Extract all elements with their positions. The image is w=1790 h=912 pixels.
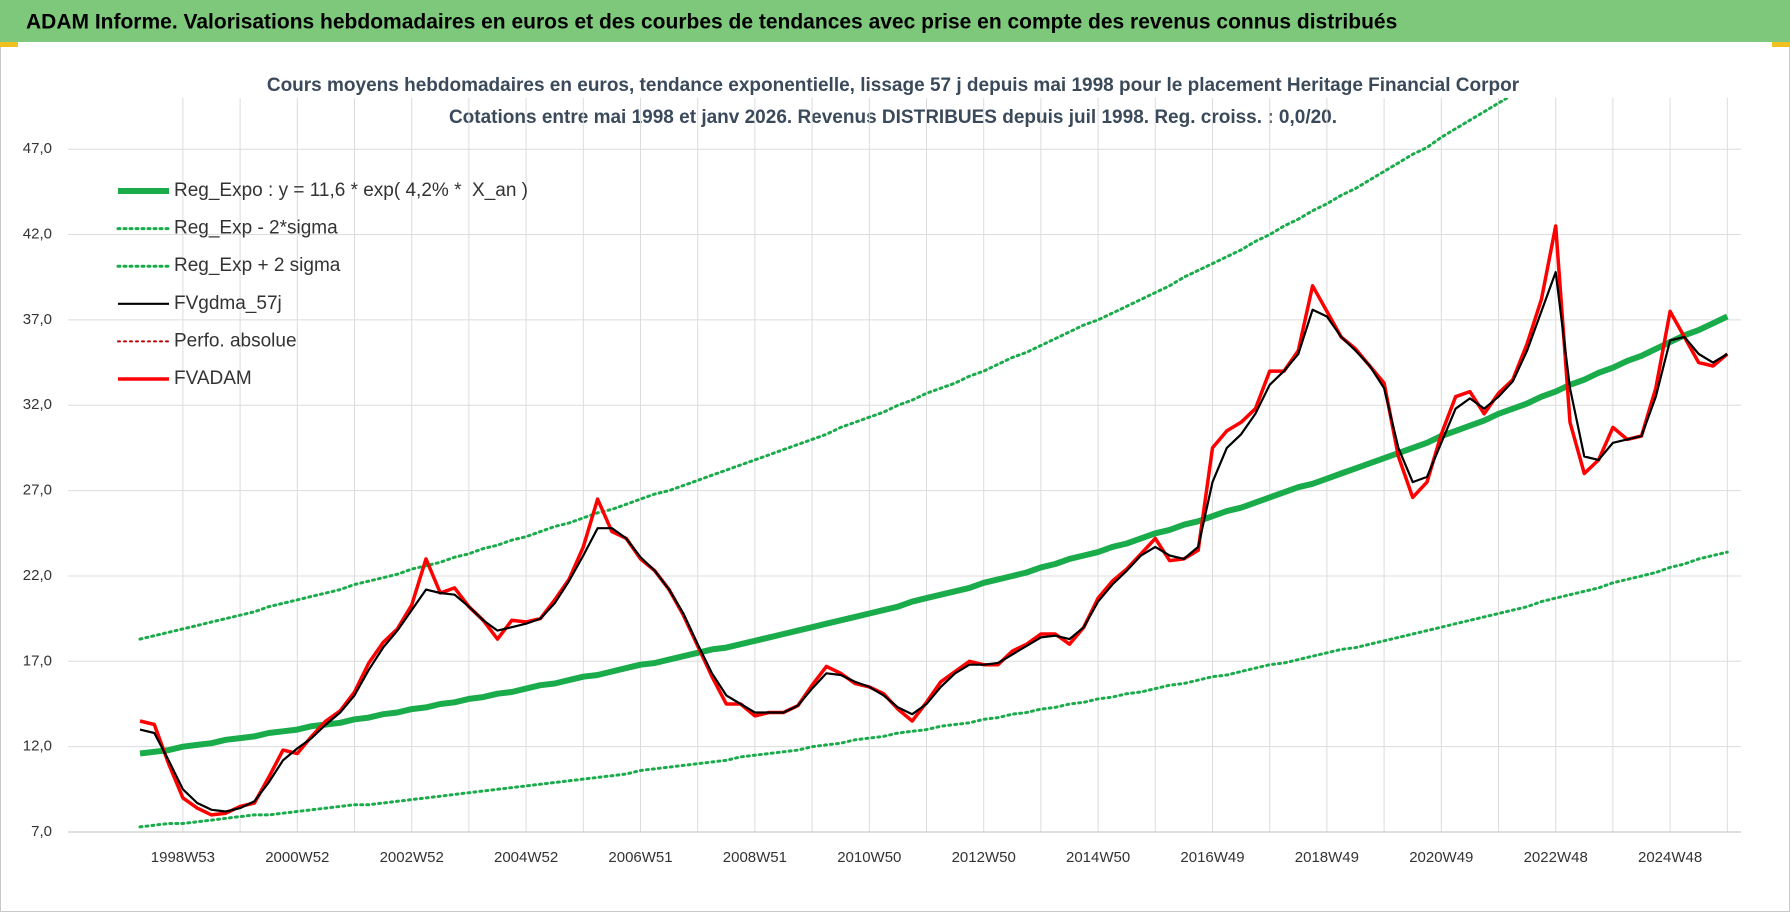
x-tick-label: 2018W49 [1295, 849, 1359, 866]
chart-subtitle: Cotations entre mai 1998 et janv 2026. R… [449, 107, 1337, 128]
y-tick-label: 42,0 [23, 226, 52, 243]
plot [138, 98, 1729, 829]
series-line [138, 550, 1729, 829]
corner-mark [1772, 42, 1790, 47]
x-tick-label: 2024W48 [1638, 849, 1702, 866]
x-tick-label: 2020W49 [1409, 849, 1473, 866]
x-tick-label: 1998W53 [151, 849, 215, 866]
series-line [139, 271, 1728, 813]
series-line [138, 98, 1511, 641]
y-tick-label: 32,0 [23, 396, 52, 413]
x-tick-label: 2008W51 [723, 849, 787, 866]
y-tick-label: 17,0 [23, 652, 52, 669]
chart-title: Cours moyens hebdomadaires en euros, ten… [267, 75, 1520, 96]
legend-label: FVgdma_57j [174, 293, 282, 314]
legend-label: FVADAM [174, 368, 252, 389]
legend-label: Reg_Exp - 2*sigma [174, 218, 338, 239]
legend-label: Perfo. absolue [174, 330, 297, 351]
corner-mark [0, 42, 18, 47]
x-tick-label: 2000W52 [265, 849, 329, 866]
y-tick-label: 37,0 [23, 311, 52, 328]
y-tick-label: 47,0 [23, 140, 52, 157]
y-tick-label: 22,0 [23, 567, 52, 584]
y-tick-label: 12,0 [23, 738, 52, 755]
x-tick-label: 2010W50 [837, 849, 901, 866]
x-tick-label: 2002W52 [380, 849, 444, 866]
header-title: ADAM Informe. Valorisations hebdomadaire… [26, 11, 1397, 34]
header-bar [0, 0, 1790, 42]
x-tick-label: 2012W50 [952, 849, 1016, 866]
series-line [139, 224, 1729, 817]
x-tick-label: 2004W52 [494, 849, 558, 866]
x-tick-label: 2006W51 [608, 849, 672, 866]
y-tick-label: 27,0 [23, 482, 52, 499]
x-tick-label: 2014W50 [1066, 849, 1130, 866]
legend-label: Reg_Exp + 2 sigma [174, 255, 341, 276]
x-tick-label: 2022W48 [1524, 849, 1588, 866]
x-tick-label: 2016W49 [1180, 849, 1244, 866]
series-line [139, 313, 1729, 757]
y-tick-label: 7,0 [31, 823, 52, 840]
legend-label: Reg_Expo : y = 11,6 * exp( 4,2% * X_an ) [174, 180, 528, 201]
